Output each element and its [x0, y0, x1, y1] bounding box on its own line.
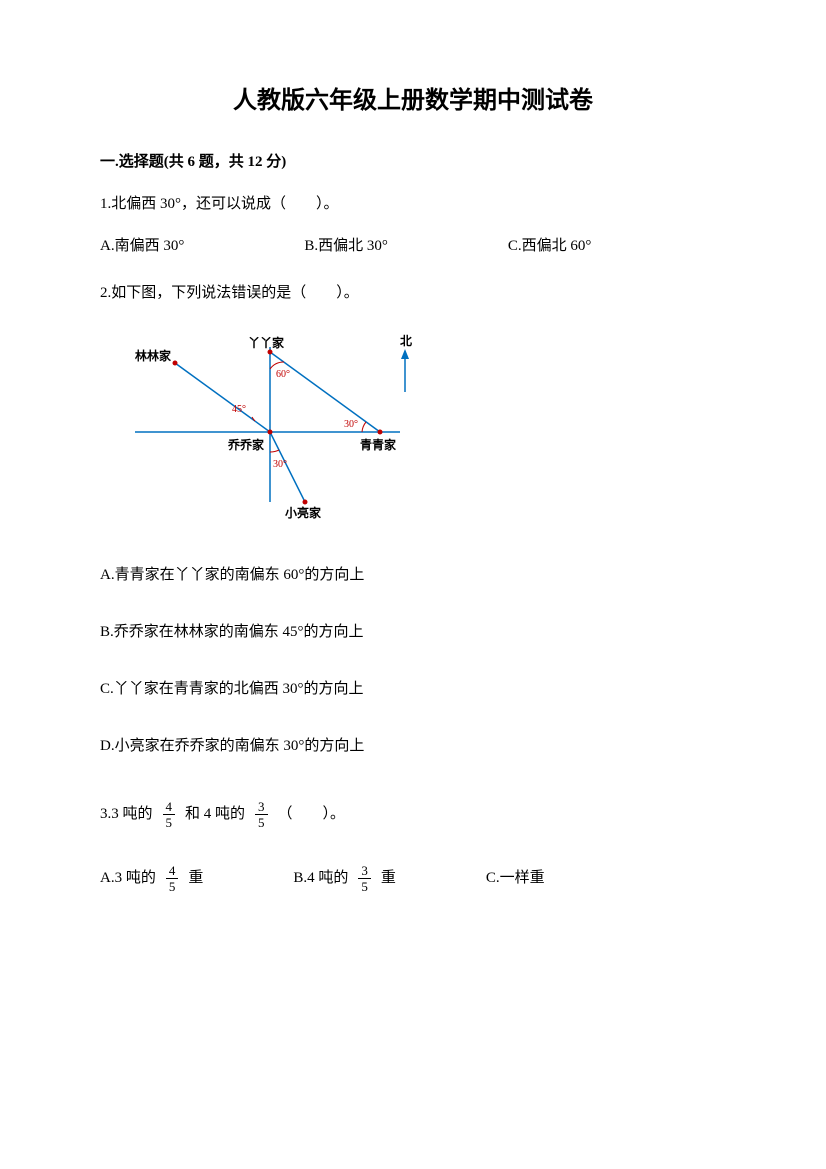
question-2: 2.如下图，下列说法错误的是（ ）。	[100, 280, 726, 760]
line-yaya-qingqing	[270, 352, 380, 432]
q1-text: 1.北偏西 30°，还可以说成（ ）。	[100, 191, 726, 218]
q1-option-c: C.西偏北 60°	[508, 233, 592, 260]
section-header: 一.选择题(共 6 题，共 12 分)	[100, 150, 726, 171]
q3-fraction-2: 3 5	[255, 800, 268, 829]
q3-a-num: 4	[166, 864, 179, 879]
arc-60	[270, 362, 284, 369]
label-60: 60°	[276, 369, 290, 380]
q3-b-fraction: 3 5	[358, 864, 371, 893]
q3-f2-num: 3	[255, 800, 268, 815]
q3-b-suffix: 重	[381, 865, 396, 892]
q3-option-c: C.一样重	[486, 864, 545, 893]
q3-mid: 和 4 吨的	[185, 801, 245, 828]
label-qingqing: 青青家	[360, 437, 397, 452]
label-yaya: 丫丫家	[248, 335, 285, 350]
diagram-svg: 林林家 丫丫家 乔乔家 青青家 小亮家 北 60° 45° 30° 30°	[120, 327, 430, 527]
dot-xiaoliang	[303, 500, 308, 505]
dot-qiaoqiao	[268, 430, 273, 435]
label-north: 北	[400, 333, 412, 348]
q1-option-b: B.西偏北 30°	[304, 233, 388, 260]
q3-f1-num: 4	[163, 800, 176, 815]
q3-options: A.3 吨的 4 5 重 B.4 吨的 3 5 重 C.一样重	[100, 864, 726, 893]
label-linlin: 林林家	[135, 348, 172, 363]
question-1: 1.北偏西 30°，还可以说成（ ）。 A.南偏西 30° B.西偏北 30° …	[100, 191, 726, 260]
arc-30-top	[362, 422, 366, 432]
direction-diagram: 林林家 丫丫家 乔乔家 青青家 小亮家 北 60° 45° 30° 30°	[120, 327, 726, 537]
q2-text: 2.如下图，下列说法错误的是（ ）。	[100, 280, 726, 307]
q2-option-d: D.小亮家在乔乔家的南偏东 30°的方向上	[100, 733, 726, 760]
north-arrow-head	[401, 349, 409, 359]
q3-b-den: 5	[361, 879, 368, 893]
label-45: 45°	[232, 404, 246, 415]
q3-text: 3.3 吨的 4 5 和 4 吨的 3 5 （ ）。	[100, 800, 726, 829]
q2-option-a: A.青青家在丫丫家的南偏东 60°的方向上	[100, 562, 726, 589]
label-qiaoqiao: 乔乔家	[227, 437, 265, 452]
q3-option-b: B.4 吨的 3 5 重	[293, 864, 396, 893]
q3-fraction-1: 4 5	[163, 800, 176, 829]
arc-30-bottom	[270, 450, 279, 452]
line-linlin	[175, 363, 270, 432]
dot-yaya	[268, 350, 273, 355]
q3-suffix: （ ）。	[278, 801, 346, 828]
q3-f2-den: 5	[258, 815, 265, 829]
label-xiaoliang: 小亮家	[285, 505, 322, 520]
q3-b-prefix: B.4 吨的	[293, 865, 348, 892]
page-title: 人教版六年级上册数学期中测试卷	[100, 80, 726, 115]
q3-a-fraction: 4 5	[166, 864, 179, 893]
q2-options: A.青青家在丫丫家的南偏东 60°的方向上 B.乔乔家在林林家的南偏东 45°的…	[100, 562, 726, 760]
label-30-2: 30°	[273, 459, 287, 470]
q3-a-den: 5	[169, 879, 176, 893]
q2-option-b: B.乔乔家在林林家的南偏东 45°的方向上	[100, 619, 726, 646]
q3-option-a: A.3 吨的 4 5 重	[100, 864, 203, 893]
q3-f1-den: 5	[166, 815, 173, 829]
dot-qingqing	[378, 430, 383, 435]
q3-prefix: 3.3 吨的	[100, 801, 153, 828]
q1-options: A.南偏西 30° B.西偏北 30° C.西偏北 60°	[100, 233, 726, 260]
q3-a-suffix: 重	[188, 865, 203, 892]
q1-option-a: A.南偏西 30°	[100, 233, 184, 260]
q3-a-prefix: A.3 吨的	[100, 865, 156, 892]
label-30-1: 30°	[344, 419, 358, 430]
dot-linlin	[173, 361, 178, 366]
q2-option-c: C.丫丫家在青青家的北偏西 30°的方向上	[100, 676, 726, 703]
q3-b-num: 3	[358, 864, 371, 879]
question-3: 3.3 吨的 4 5 和 4 吨的 3 5 （ ）。 A.3 吨的 4 5 重 …	[100, 800, 726, 893]
